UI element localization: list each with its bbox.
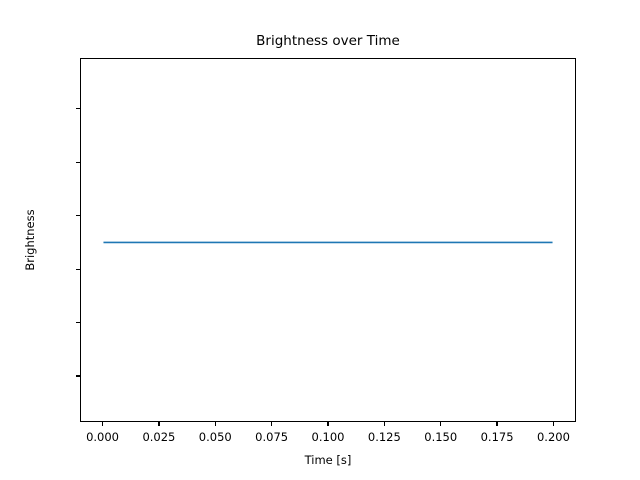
y-tick-mark [76,268,80,270]
y-tick-mark [76,375,80,377]
x-tick-mark [327,422,329,426]
x-tick-label: 0.125 [367,430,401,444]
y-tick-mark [76,161,80,163]
x-tick-mark [496,422,498,426]
x-tick-label: 0.075 [255,430,289,444]
y-tick-mark [76,108,80,110]
x-tick-mark [271,422,273,426]
x-tick-label: 0.025 [142,430,176,444]
chart-title: Brightness over Time [256,33,400,49]
y-axis-label: Brightness [23,209,37,271]
x-tick-label: 0.175 [480,430,514,444]
x-tick-mark [440,422,442,426]
x-tick-mark [101,422,104,426]
x-axis-label: Time [s] [304,453,352,467]
x-tick-label: 0.000 [86,430,119,444]
data-series-line [103,241,553,244]
x-tick-label: 0.050 [198,430,232,444]
y-tick-mark [76,321,80,324]
x-tick-mark [552,422,555,426]
y-tick-mark [76,215,80,217]
x-tick-label: 0.100 [311,430,345,444]
x-tick-mark [383,422,385,426]
x-tick-mark [214,422,216,426]
plot-area [80,58,576,422]
x-tick-label: 0.200 [536,430,570,444]
x-tick-label: 0.150 [424,430,458,444]
x-tick-mark [158,422,160,426]
